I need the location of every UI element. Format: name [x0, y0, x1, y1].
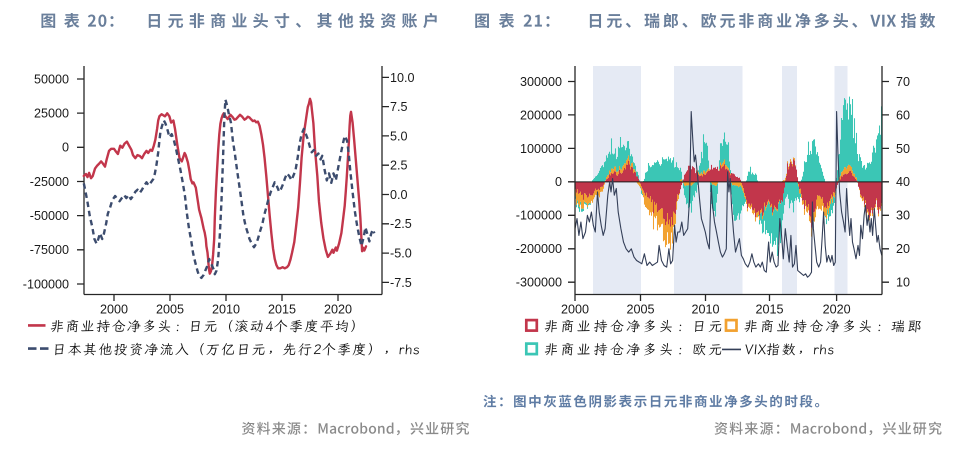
svg-text:2015: 2015: [268, 303, 296, 317]
svg-text:5.0: 5.0: [390, 129, 408, 143]
svg-text:-300000: -300000: [516, 276, 562, 290]
svg-text:100000: 100000: [520, 142, 562, 156]
svg-text:25000: 25000: [34, 107, 69, 121]
svg-text:2000: 2000: [561, 303, 589, 317]
svg-text:10.0: 10.0: [390, 71, 415, 85]
svg-text:2005: 2005: [626, 303, 654, 317]
svg-text:0: 0: [62, 141, 69, 155]
svg-text:-7.5: -7.5: [390, 276, 412, 290]
svg-text:-100000: -100000: [516, 209, 562, 223]
svg-text:2010: 2010: [212, 303, 240, 317]
svg-text:10: 10: [896, 276, 910, 290]
svg-text:2000: 2000: [100, 303, 128, 317]
svg-text:-5.0: -5.0: [390, 247, 412, 261]
svg-text:2010: 2010: [691, 303, 719, 317]
svg-text:2020: 2020: [823, 303, 851, 317]
svg-text:50: 50: [896, 142, 910, 156]
svg-text:70: 70: [896, 75, 910, 89]
svg-text:-50000: -50000: [30, 209, 69, 223]
svg-text:-100000: -100000: [23, 277, 69, 291]
svg-text:2.5: 2.5: [390, 159, 408, 173]
svg-text:50000: 50000: [34, 72, 69, 86]
svg-text:300000: 300000: [520, 75, 562, 89]
svg-text:0: 0: [555, 175, 562, 189]
svg-text:2015: 2015: [755, 303, 783, 317]
svg-text:-75000: -75000: [30, 243, 69, 257]
svg-text:40: 40: [896, 175, 910, 189]
svg-text:60: 60: [896, 108, 910, 122]
svg-text:200000: 200000: [520, 108, 562, 122]
svg-text:2020: 2020: [324, 303, 352, 317]
svg-text:-25000: -25000: [30, 175, 69, 189]
svg-text:30: 30: [896, 209, 910, 223]
svg-text:7.5: 7.5: [390, 100, 408, 114]
svg-text:2005: 2005: [156, 303, 184, 317]
svg-text:20: 20: [896, 242, 910, 256]
svg-text:-2.5: -2.5: [390, 217, 412, 231]
svg-text:-200000: -200000: [516, 242, 562, 256]
svg-text:0.0: 0.0: [390, 188, 408, 202]
